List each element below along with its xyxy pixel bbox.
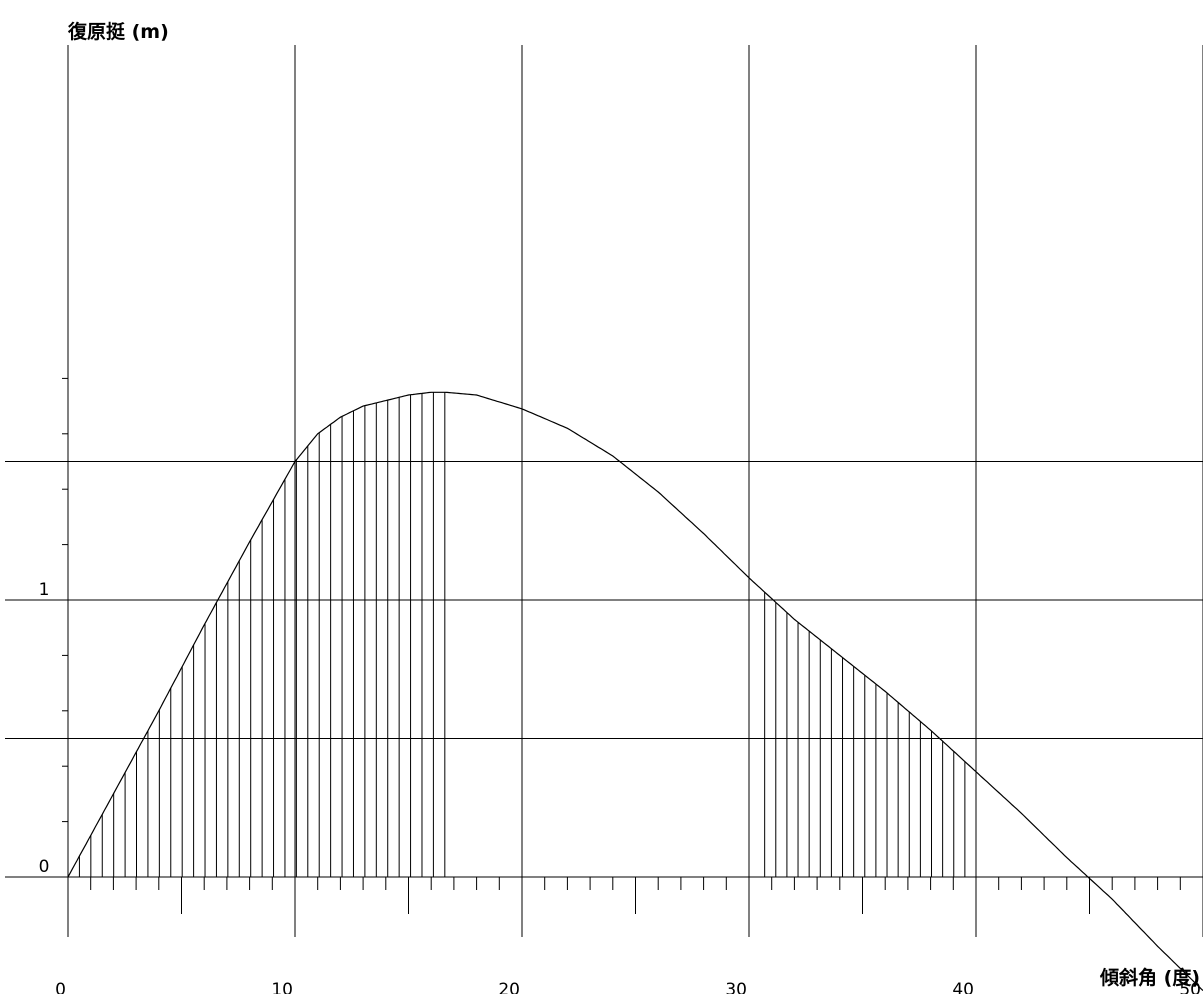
righting-curve xyxy=(67,391,1203,992)
axes xyxy=(5,45,1203,937)
curve-group xyxy=(67,391,1203,992)
x-tick-label: 10 xyxy=(271,980,293,994)
x-tick-label: 50 xyxy=(1179,980,1201,994)
y-tick-label: 1 xyxy=(39,580,50,600)
x-tick-label: 40 xyxy=(952,980,974,994)
grid-lines xyxy=(5,45,1203,877)
x-tick-label: 20 xyxy=(498,980,520,994)
x-tick-label: 30 xyxy=(725,980,747,994)
y-tick-label: 0 xyxy=(39,857,50,877)
shaded-regions xyxy=(78,392,977,877)
tick-labels: 0 10 20 30 40 50 0 1 xyxy=(39,580,1201,994)
y-axis-title: 復原挺 (m) xyxy=(67,20,169,43)
x-axis-title: 傾斜角 (度) xyxy=(1099,966,1200,989)
x-tick-label: 0 xyxy=(55,980,66,994)
